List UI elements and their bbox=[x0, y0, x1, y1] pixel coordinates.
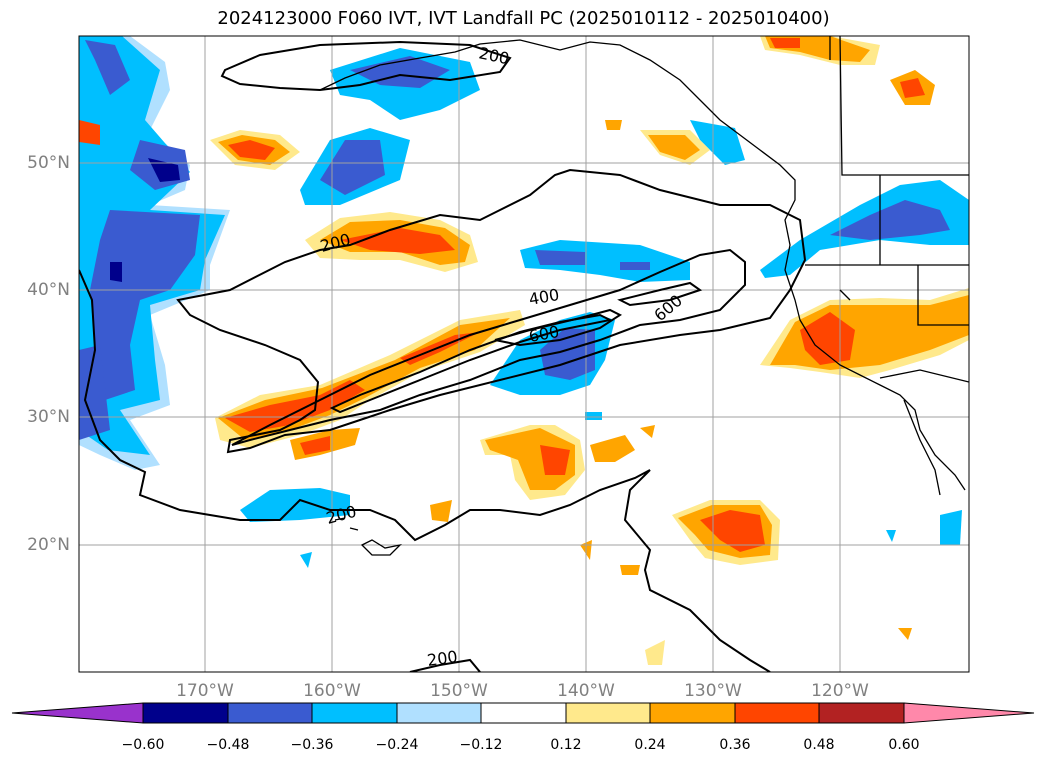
colorbar-tick: −0.48 bbox=[206, 737, 250, 753]
contour-label: 200 bbox=[426, 647, 459, 670]
ivt-contours bbox=[79, 40, 807, 672]
colorbar-tick: −0.60 bbox=[121, 737, 165, 753]
lon-label-170w: 170°W bbox=[176, 681, 234, 701]
colorbar-tick: 0.60 bbox=[888, 737, 920, 753]
colorbar-tick: −0.36 bbox=[290, 737, 334, 753]
map-plot-area: 200 200 400 600 600 200 200 bbox=[79, 36, 969, 672]
colorbar-tick: −0.24 bbox=[375, 737, 419, 753]
map-title: 2024123000 F060 IVT, IVT Landfall PC (20… bbox=[217, 8, 830, 29]
graticule bbox=[79, 36, 969, 672]
lon-label-140w: 140°W bbox=[557, 681, 615, 701]
colorbar-tick: 0.24 bbox=[634, 737, 666, 753]
colorbar-tick: 0.36 bbox=[719, 737, 751, 753]
lon-label-160w: 160°W bbox=[303, 681, 361, 701]
lat-label-50n: 50°N bbox=[27, 153, 70, 173]
lon-label-120w: 120°W bbox=[811, 681, 869, 701]
negative-pc-fills bbox=[79, 36, 969, 568]
colorbar-tick: 0.12 bbox=[550, 737, 582, 753]
lon-label-150w: 150°W bbox=[430, 681, 488, 701]
colorbar-tick: 0.48 bbox=[803, 737, 835, 753]
lat-label-20n: 20°N bbox=[27, 535, 70, 555]
lon-label-130w: 130°W bbox=[684, 681, 742, 701]
colorbar bbox=[11, 702, 1035, 724]
colorbar-tick: −0.12 bbox=[459, 737, 503, 753]
coastlines bbox=[319, 36, 969, 556]
lat-label-30n: 30°N bbox=[27, 407, 70, 427]
map-frame bbox=[78, 35, 970, 673]
lat-label-40n: 40°N bbox=[27, 280, 70, 300]
